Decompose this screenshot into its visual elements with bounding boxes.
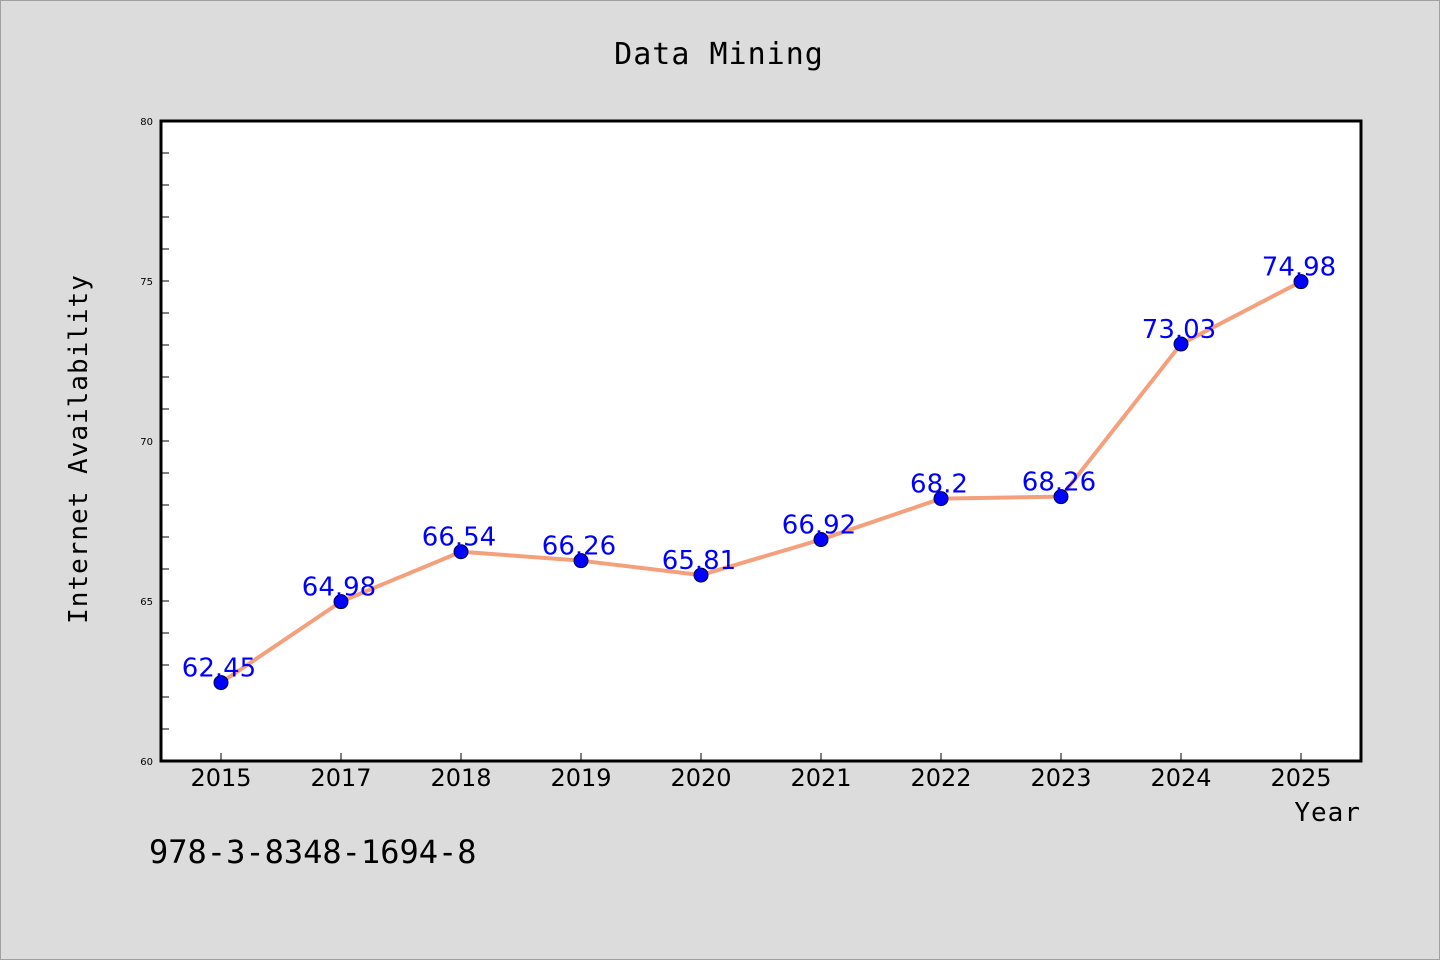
y-tick-label: 60 [140, 757, 153, 768]
plot-area [159, 119, 1363, 763]
chart-title: Data Mining [614, 37, 824, 72]
data-label: 68.2 [910, 470, 968, 500]
series-line [219, 279, 1303, 685]
x-tick-label: 2020 [670, 764, 731, 792]
y-axis: 60 65 70 75 80 [140, 117, 169, 768]
data-label: 62.45 [182, 654, 256, 684]
data-label: 64.98 [302, 573, 376, 603]
marker-layer [213, 274, 1309, 691]
data-point [693, 567, 709, 583]
x-tick-label: 2024 [1150, 764, 1211, 792]
x-tick-label: 2017 [310, 764, 371, 792]
y-axis-title: Internet Availability [64, 274, 94, 624]
data-point [933, 491, 949, 507]
x-tick-label: 2023 [1030, 764, 1091, 792]
x-tick-label: 2015 [190, 764, 251, 792]
isbn-footer-text: 978-3-8348-1694-8 [149, 833, 477, 871]
data-label: 68.26 [1022, 468, 1096, 498]
x-tick-label: 2018 [430, 764, 491, 792]
x-tick-label: 2021 [790, 764, 851, 792]
data-label: 73.03 [1142, 315, 1216, 345]
data-point [1293, 274, 1309, 290]
data-point [1173, 336, 1189, 352]
series-line-layer [219, 279, 1303, 685]
x-axis-title: Year [1294, 798, 1361, 828]
data-point [333, 594, 349, 610]
x-tick-label: 2019 [550, 764, 611, 792]
y-tick-label: 70 [140, 437, 153, 448]
x-tick-label: 2022 [910, 764, 971, 792]
data-label: 66.26 [542, 532, 616, 562]
data-label: 74.98 [1262, 253, 1336, 283]
data-point [213, 675, 229, 691]
data-label: 66.54 [422, 523, 496, 553]
data-label: 66.92 [782, 511, 856, 541]
x-axis: 2015 2017 2018 2019 2020 2021 2022 2023 2024 2025 [190, 753, 1332, 792]
data-point [1053, 489, 1069, 505]
x-tick-label: 2025 [1270, 764, 1331, 792]
y-tick-label: 75 [140, 277, 153, 288]
data-label: 65.81 [662, 546, 736, 576]
data-point [453, 544, 469, 560]
data-point [573, 553, 589, 569]
data-label-layer: 62.45 64.98 66.54 66.26 65.81 66.92 68.2 68.26 7… [182, 253, 1336, 684]
y-tick-label: 80 [140, 117, 153, 128]
y-tick-label: 65 [140, 597, 153, 608]
data-point [813, 532, 829, 548]
